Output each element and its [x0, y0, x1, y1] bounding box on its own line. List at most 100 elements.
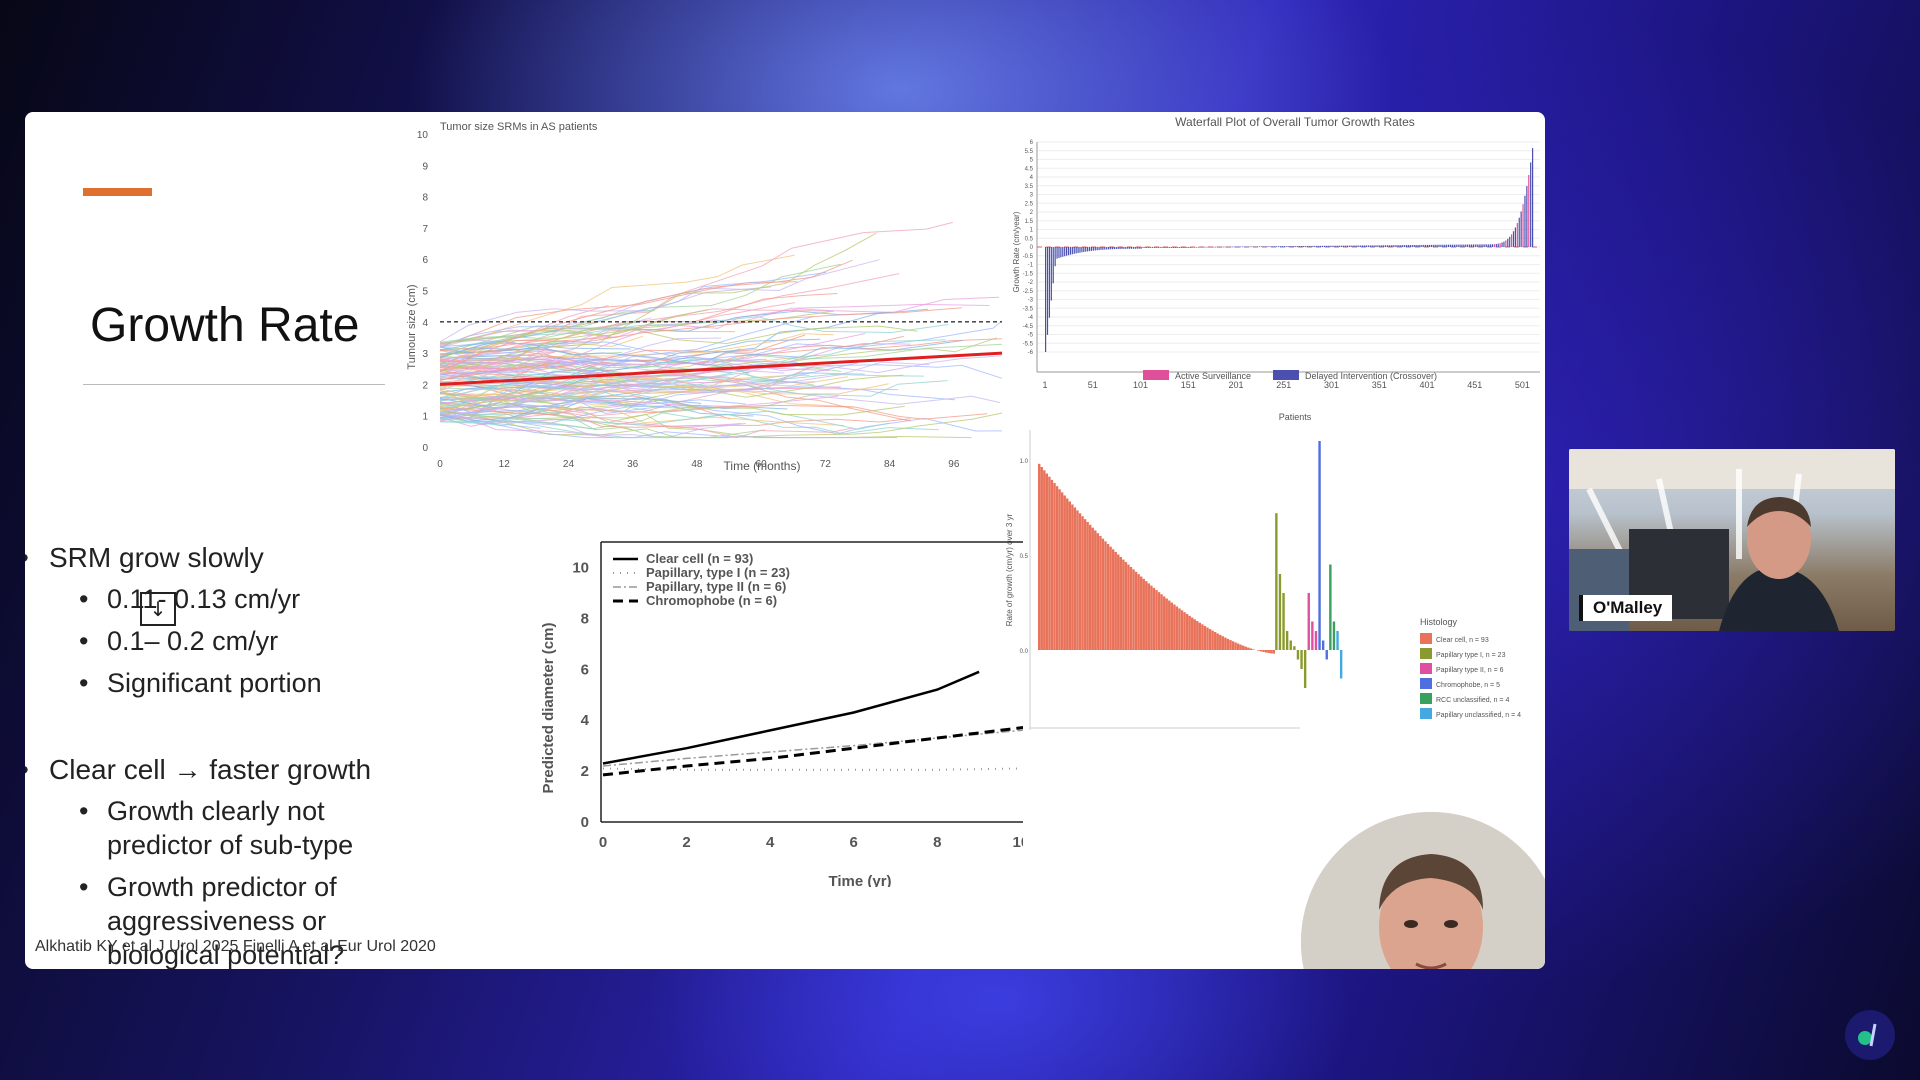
waterfall-bar: [1461, 244, 1463, 247]
waterfall-bar: [1297, 246, 1299, 247]
waterfall-bar: [1100, 247, 1102, 250]
presentation-slide: Growth Rate •SRM grow slowly •0.11- 0.13…: [25, 112, 1545, 969]
waterfall-bar: [1197, 246, 1199, 248]
y-tick-label: 0: [422, 443, 428, 454]
waterfall-bar: [1356, 245, 1358, 247]
title-divider: [83, 384, 385, 385]
histology-bar: [1111, 549, 1115, 650]
waterfall-bar: [1413, 245, 1415, 247]
bullet-line: • Growth clearly not: [79, 796, 325, 826]
waterfall-bar: [1310, 245, 1312, 247]
waterfall-bar: [1067, 247, 1070, 256]
waterfall-bar: [1440, 244, 1442, 247]
waterfall-bar: [1363, 245, 1366, 247]
histology-bar: [1127, 564, 1130, 650]
patient-trajectory-line: [439, 417, 596, 430]
y-tick-label: 1.5: [1025, 219, 1034, 225]
histology-bar: [1272, 650, 1275, 654]
histology-bar: [1101, 538, 1105, 650]
x-tick-label: 48: [691, 459, 703, 470]
waterfall-bar: [1234, 246, 1236, 248]
waterfall-bar: [1277, 246, 1280, 247]
patient-trajectory-line: [439, 232, 877, 372]
patient-trajectory-line: [439, 395, 839, 407]
waterfall-bar: [1474, 244, 1476, 247]
x-tick-label: 96: [948, 459, 960, 470]
waterfall-bar: [1365, 245, 1368, 247]
y-tick-label: 4: [581, 712, 590, 729]
waterfall-bar: [1216, 246, 1219, 248]
histology-bar: [1122, 559, 1125, 650]
waterfall-bar: [1182, 247, 1184, 248]
histology-bar: [1160, 594, 1163, 650]
waterfall-bar: [1497, 243, 1499, 247]
waterfall-bar: [1417, 244, 1419, 247]
waterfall-bar: [1190, 247, 1192, 248]
waterfall-bar: [1421, 244, 1423, 247]
patient-trajectory-line: [439, 340, 631, 351]
histology-bar: [1180, 610, 1184, 650]
y-tick-label: 0.0: [1020, 649, 1029, 655]
down-arrow-box: ↓: [140, 592, 176, 626]
x-tick-label: 451: [1467, 380, 1482, 390]
patient-trajectory-line: [439, 349, 912, 422]
patient-trajectory-line: [439, 221, 953, 360]
remote-participant-video[interactable]: O'Malley: [1569, 449, 1895, 631]
waterfall-bar: [1505, 240, 1507, 247]
waterfall-bar: [1524, 195, 1526, 247]
waterfall-bar: [1362, 245, 1364, 247]
waterfall-bar: [1526, 186, 1528, 247]
waterfall-bar: [1444, 244, 1446, 247]
patient-trajectory-line: [439, 404, 988, 420]
waterfall-bar: [1245, 246, 1247, 248]
patient-trajectory-line: [439, 303, 990, 376]
waterfall-bar: [1314, 245, 1316, 247]
legend-label: Clear cell (n = 93): [646, 551, 753, 566]
waterfall-bar: [1077, 247, 1079, 254]
y-tick-label: -5.5: [1023, 341, 1034, 347]
y-tick-label: 0: [1030, 245, 1034, 251]
waterfall-bar: [1419, 244, 1421, 247]
waterfall-bar: [1381, 245, 1383, 247]
x-tick-label: 301: [1324, 380, 1339, 390]
waterfall-bar: [1140, 247, 1142, 249]
y-tick-label: 8: [422, 193, 428, 204]
histology-bar: [1119, 557, 1122, 650]
tumor-size-spaghetti-chart: Tumor size SRMs in AS patients Tumour si…: [406, 121, 1003, 473]
waterfall-bar: [1096, 247, 1098, 251]
waterfall-bar: [1476, 244, 1478, 247]
histology-bar: [1311, 621, 1314, 650]
waterfall-bar: [1482, 244, 1484, 247]
app-logo-icon[interactable]: [1845, 1010, 1895, 1060]
y-tick-label: 7: [422, 224, 428, 235]
waterfall-bar: [1281, 246, 1284, 247]
patient-trajectory-line: [439, 321, 598, 364]
waterfall-bar: [1094, 247, 1096, 251]
y-tick-label: 0.5: [1025, 236, 1034, 242]
waterfall-bar: [1060, 247, 1062, 258]
waterfall-bar: [1518, 217, 1520, 247]
patient-trajectory-line: [439, 380, 1001, 405]
waterfall-bar: [1184, 247, 1186, 248]
histology-bar: [1170, 602, 1173, 650]
patient-trajectory-line: [439, 398, 905, 416]
waterfall-bar: [1056, 247, 1058, 259]
waterfall-bar: [1509, 236, 1511, 247]
y-tick-label: 4.5: [1025, 166, 1034, 172]
speaker-video: [1301, 812, 1545, 969]
x-tick-label: 51: [1088, 380, 1098, 390]
waterfall-bar: [1213, 246, 1215, 248]
waterfall-bar: [1106, 247, 1108, 250]
patient-trajectory-line: [439, 383, 889, 411]
waterfall-bar: [1199, 246, 1201, 248]
y-tick-label: 3.5: [1025, 184, 1034, 190]
waterfall-bar: [1446, 244, 1448, 247]
waterfall-bar: [1090, 247, 1093, 251]
waterfall-bar: [1113, 247, 1115, 250]
waterfall-bar: [1203, 246, 1205, 248]
waterfall-bar: [1132, 247, 1135, 249]
y-tick-label: 6: [581, 661, 589, 678]
waterfall-bar: [1299, 246, 1301, 247]
waterfall-bar: [1163, 247, 1165, 248]
y-axis-label: Tumour size (cm): [406, 284, 418, 369]
